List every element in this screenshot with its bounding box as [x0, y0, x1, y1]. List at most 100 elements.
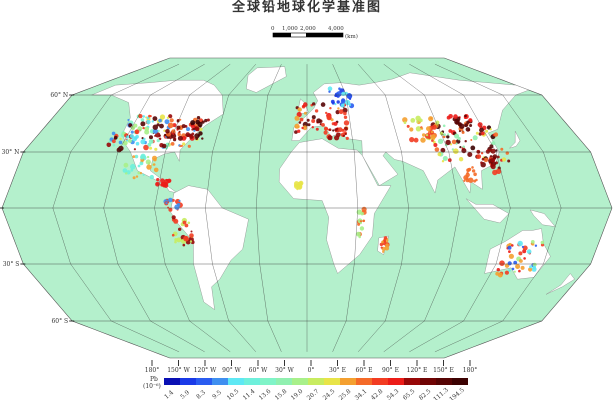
geochem-cell	[145, 116, 148, 119]
landmass-eurasia	[291, 72, 530, 194]
geochem-cell	[324, 127, 328, 131]
geochem-cell	[134, 154, 139, 159]
geochem-cell	[199, 127, 203, 131]
geochem-cell	[122, 140, 128, 146]
geochem-cell	[523, 257, 526, 260]
legend-unit: (10⁻⁶)	[143, 383, 161, 390]
geochem-cell	[481, 131, 485, 136]
legend-label: 8.3	[195, 389, 207, 400]
geochem-cell	[147, 142, 152, 147]
legend-swatch	[164, 378, 180, 385]
legend-swatch	[260, 378, 276, 385]
legend-title: Pb	[150, 376, 158, 383]
geochem-cell	[470, 145, 476, 151]
geochem-cell	[145, 159, 151, 165]
geochem-cell	[466, 171, 469, 175]
geochem-cell	[442, 156, 448, 161]
geochem-cell	[357, 222, 361, 226]
geochem-cell	[431, 139, 434, 142]
geochem-cell	[142, 173, 145, 176]
geochem-cell	[173, 138, 177, 142]
geochem-cell	[518, 269, 521, 273]
geochem-cell	[534, 244, 538, 247]
geochem-cell	[197, 134, 200, 137]
geochem-cell	[307, 123, 311, 127]
geochem-cell	[169, 118, 174, 123]
geochem-cell	[520, 265, 525, 270]
legend-label: 194.5	[448, 387, 466, 400]
geochem-cell	[185, 132, 191, 138]
geochem-cell	[458, 130, 461, 133]
longitude-label: 90° W	[222, 367, 242, 374]
geochem-cell	[521, 245, 525, 248]
geochem-cell	[142, 126, 145, 130]
geochem-cell	[507, 159, 511, 163]
geochem-cell	[165, 202, 168, 205]
geochem-cell	[426, 126, 431, 132]
geochem-cell	[492, 154, 498, 159]
geochem-cell	[111, 131, 116, 136]
geochem-cell	[518, 251, 523, 256]
geochem-cell	[321, 123, 325, 127]
geochem-cell	[453, 148, 459, 154]
geochem-cell	[470, 139, 473, 141]
geochem-cell	[130, 168, 134, 172]
geochem-cell	[140, 118, 145, 122]
legend-swatch	[388, 378, 404, 385]
longitude-label: 180°	[145, 367, 159, 374]
geochem-cell	[137, 126, 143, 132]
legend-label: 34.1	[354, 388, 369, 400]
geochem-cell	[327, 115, 332, 120]
geochem-cell	[135, 175, 139, 178]
geochem-cell	[123, 162, 129, 168]
geochem-cell	[178, 199, 181, 202]
geochem-cell	[190, 124, 196, 129]
geochem-cell	[327, 135, 333, 141]
geochem-cell	[337, 107, 340, 110]
geochem-cell	[125, 135, 130, 139]
geochem-cell	[483, 157, 489, 163]
geochem-cell	[459, 122, 462, 125]
geochem-cell	[466, 120, 470, 124]
legend-label: 13.6	[258, 388, 273, 400]
geochem-cell	[152, 124, 158, 130]
geochem-cell	[342, 107, 348, 113]
geochem-cell	[488, 157, 491, 160]
longitude-label: 150° E	[433, 367, 454, 374]
geochem-cell	[383, 236, 388, 240]
scale-tick-1000: 1,000	[282, 26, 298, 32]
geochem-cell	[191, 132, 195, 136]
longitude-label: 30° E	[329, 367, 346, 374]
geochem-cell	[491, 141, 496, 146]
geochem-cell	[151, 120, 154, 123]
geochem-cell	[118, 140, 123, 145]
geochem-cell	[410, 118, 416, 123]
geochem-cell	[298, 180, 304, 186]
geochem-cell	[306, 118, 310, 122]
latitude-label: 30° S	[3, 261, 20, 268]
geochem-cell	[403, 121, 407, 124]
geochem-cell	[343, 115, 348, 120]
geochem-cell	[461, 148, 467, 154]
geochem-cell	[189, 233, 194, 238]
legend-label: 19.0	[290, 388, 305, 400]
geochem-cell	[139, 171, 142, 175]
geochem-cell	[160, 178, 165, 184]
geochem-cell	[441, 160, 445, 163]
geochem-cell	[359, 226, 365, 231]
geochem-cell	[174, 240, 177, 244]
geochem-cell	[425, 134, 429, 137]
geochem-cell	[204, 118, 208, 123]
geochem-cell	[142, 115, 145, 118]
geochem-cell	[463, 175, 469, 181]
legend-swatch	[276, 378, 292, 385]
longitude-label: 30° W	[275, 367, 295, 374]
geochem-cell	[409, 137, 415, 143]
legend-label: 24.5	[322, 388, 337, 400]
geochem-cell	[196, 116, 201, 120]
geochem-cell	[189, 134, 194, 139]
latitude-label: 60° S	[51, 318, 68, 325]
geochem-cell	[137, 171, 141, 175]
geochem-cell	[526, 249, 532, 254]
